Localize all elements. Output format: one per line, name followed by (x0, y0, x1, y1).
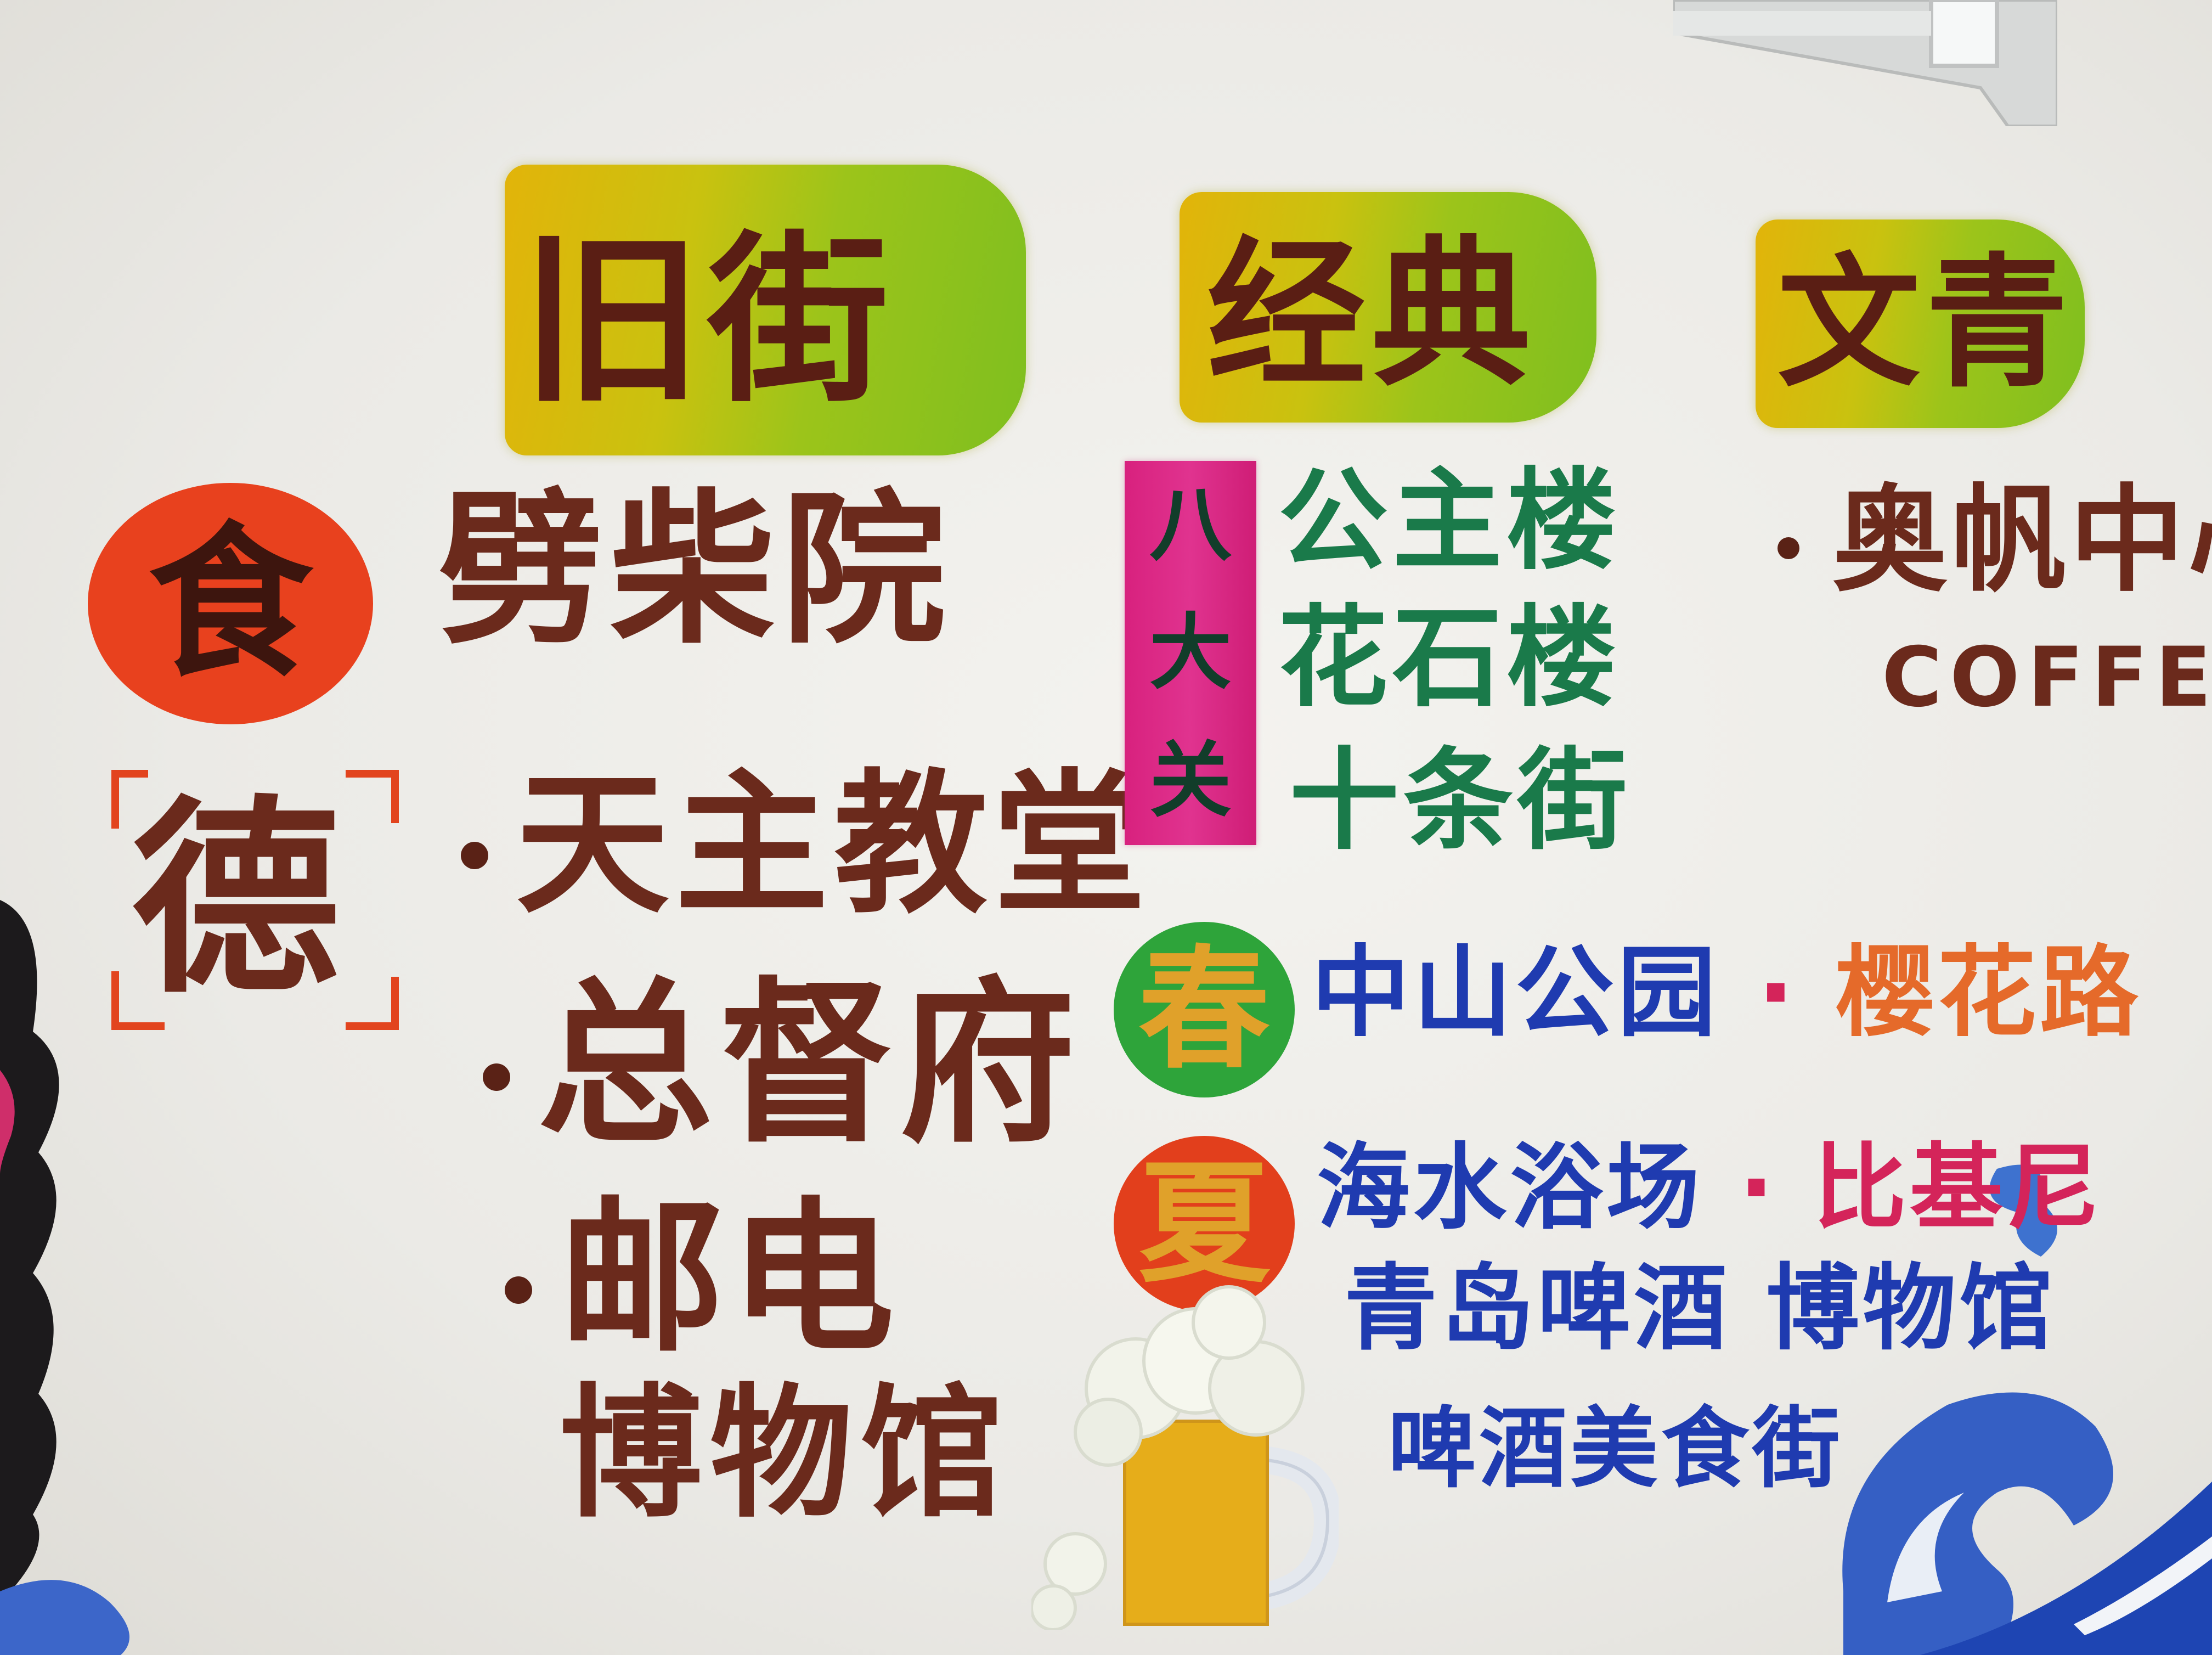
eight-passes-char-2: 大 (1149, 605, 1232, 701)
banner-classic-text: 经典 (1207, 223, 1536, 408)
building-ten-streets: 十条街 (1289, 737, 1632, 865)
beer-food-street: 啤酒美食街 (1388, 1397, 1844, 1500)
spring-cherry-road: 樱花路 (1835, 936, 2142, 1050)
bullet-dot (483, 1063, 510, 1091)
building-huashi: 花石楼 (1278, 594, 1621, 722)
item-catholic-church: 天主教堂 (461, 768, 1152, 922)
eight-passes-badge: 八 大 关 (1125, 461, 1256, 845)
german-badge-brackets (111, 770, 399, 1030)
banner-classic (1180, 192, 1596, 423)
window-frame (1673, 0, 2057, 126)
banner-old-street (505, 165, 1026, 455)
summer-bikini: 比基尼 (1813, 1134, 2103, 1242)
eight-passes-char-3: 关 (1149, 733, 1232, 829)
banner-artsy (1756, 219, 2085, 428)
item-catholic-church-text: 天主教堂 (516, 756, 1152, 935)
food-badge-text: 食 (148, 508, 313, 699)
item-olympic-sailing: 奥帆中心 (1778, 483, 2212, 598)
food-badge: 食 (88, 483, 373, 724)
blue-wave-left (0, 1580, 129, 1655)
summer-badge-text: 夏 (1138, 1147, 1270, 1301)
summer-beach: 海水浴场 (1317, 1134, 1703, 1242)
summer-places: 海水浴场 · 比基尼 (1317, 1141, 2103, 1235)
item-olympic-sailing-text: 奥帆中心 (1832, 473, 2212, 607)
food-item-pichaiyuan: 劈柴院 (439, 475, 952, 666)
blue-wave-right (1842, 1164, 2212, 1655)
spring-badge-text: 春 (1138, 933, 1270, 1087)
bullet-dot (1778, 537, 1799, 560)
eight-passes-char-1: 八 (1149, 477, 1232, 573)
spring-park: 中山公园 (1311, 936, 1720, 1050)
beer-museum: 青岛啤酒 博物馆 (1344, 1254, 2056, 1363)
summer-badge: 夏 (1114, 1136, 1295, 1311)
item-governor-house-text: 总督府 (538, 962, 1081, 1167)
bullet-dot (461, 842, 488, 870)
beer-mug-icon (1031, 1285, 1339, 1630)
spring-badge: 春 (1114, 922, 1295, 1097)
dark-cloud-decoration (0, 900, 59, 1602)
spring-places: 中山公园 · 樱花路 (1311, 944, 2142, 1043)
item-post-office: 邮电 (505, 1196, 900, 1361)
item-governor-house: 总督府 (483, 977, 1081, 1152)
item-coffee: COFFEE (1882, 630, 2212, 725)
item-post-museum: 博物馆 (560, 1371, 1011, 1537)
summer-separator: · (1739, 1134, 1778, 1242)
german-badge-text: 德 (132, 778, 340, 1021)
spring-separator: · (1757, 936, 1798, 1050)
bullet-dot (505, 1276, 532, 1304)
banner-artsy-text: 文青 (1778, 241, 2074, 407)
building-princess: 公主楼 (1278, 457, 1621, 585)
banner-old-street-text: 旧街 (521, 216, 894, 426)
item-post-office-text: 邮电 (560, 1183, 900, 1374)
